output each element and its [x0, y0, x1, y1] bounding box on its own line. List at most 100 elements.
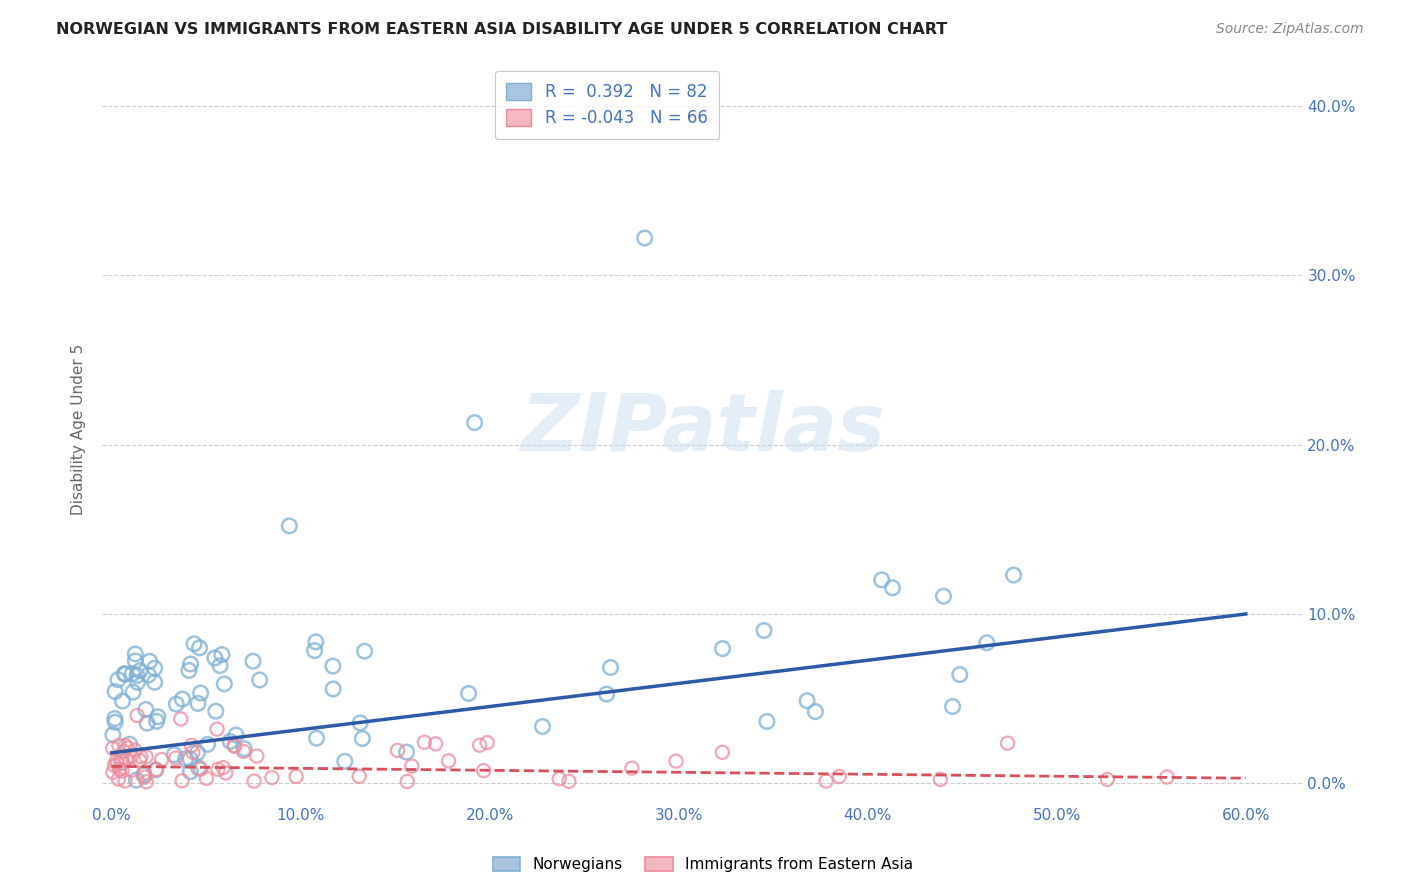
- Text: ZIPatlas: ZIPatlas: [520, 391, 884, 468]
- Point: [177, 664, 200, 678]
- Point: [353, 644, 375, 658]
- Point: [150, 752, 173, 766]
- Point: [108, 739, 131, 753]
- Point: [197, 737, 219, 751]
- Point: [225, 728, 247, 742]
- Point: [305, 635, 328, 649]
- Point: [114, 773, 136, 788]
- Point: [114, 667, 136, 681]
- Point: [165, 751, 187, 765]
- Point: [195, 772, 218, 786]
- Point: [122, 685, 145, 699]
- Point: [711, 745, 734, 759]
- Point: [124, 654, 146, 668]
- Point: [170, 712, 193, 726]
- Point: [242, 654, 264, 668]
- Point: [665, 754, 688, 768]
- Point: [932, 589, 955, 603]
- Point: [352, 731, 374, 746]
- Point: [138, 668, 160, 682]
- Point: [1156, 770, 1178, 784]
- Point: [186, 746, 208, 760]
- Point: [104, 684, 127, 698]
- Point: [475, 736, 498, 750]
- Point: [333, 754, 356, 768]
- Point: [468, 738, 491, 752]
- Point: [425, 737, 447, 751]
- Point: [127, 675, 149, 690]
- Point: [183, 637, 205, 651]
- Point: [124, 743, 146, 757]
- Point: [204, 651, 226, 665]
- Point: [401, 759, 423, 773]
- Point: [595, 687, 617, 701]
- Legend: Norwegians, Immigrants from Eastern Asia: Norwegians, Immigrants from Eastern Asia: [485, 849, 921, 880]
- Point: [188, 640, 211, 655]
- Point: [285, 770, 308, 784]
- Point: [804, 705, 827, 719]
- Point: [814, 774, 837, 789]
- Point: [180, 739, 202, 753]
- Point: [134, 770, 156, 784]
- Point: [548, 772, 571, 786]
- Point: [115, 753, 138, 767]
- Point: [104, 712, 127, 726]
- Y-axis label: Disability Age Under 5: Disability Age Under 5: [72, 343, 86, 515]
- Point: [387, 743, 409, 757]
- Point: [124, 647, 146, 661]
- Point: [224, 739, 246, 754]
- Point: [145, 763, 167, 777]
- Point: [634, 231, 657, 245]
- Point: [104, 715, 127, 730]
- Point: [163, 747, 186, 762]
- Point: [127, 708, 149, 723]
- Point: [395, 745, 418, 759]
- Point: [174, 752, 197, 766]
- Point: [190, 762, 212, 776]
- Point: [121, 763, 143, 777]
- Point: [278, 519, 301, 533]
- Point: [413, 735, 436, 749]
- Point: [215, 766, 238, 780]
- Point: [233, 741, 256, 756]
- Point: [179, 752, 201, 766]
- Point: [396, 774, 419, 789]
- Point: [212, 761, 235, 775]
- Point: [145, 714, 167, 729]
- Point: [870, 573, 893, 587]
- Point: [172, 773, 194, 788]
- Point: [214, 677, 236, 691]
- Point: [111, 764, 134, 778]
- Point: [531, 719, 554, 733]
- Point: [190, 686, 212, 700]
- Point: [997, 736, 1019, 750]
- Point: [205, 704, 228, 718]
- Point: [143, 675, 166, 690]
- Point: [107, 673, 129, 687]
- Text: Source: ZipAtlas.com: Source: ZipAtlas.com: [1216, 22, 1364, 37]
- Point: [112, 744, 135, 758]
- Point: [796, 694, 818, 708]
- Point: [129, 749, 152, 764]
- Point: [472, 764, 495, 778]
- Point: [125, 773, 148, 788]
- Point: [464, 416, 486, 430]
- Point: [232, 744, 254, 758]
- Point: [165, 697, 187, 711]
- Point: [207, 763, 229, 777]
- Point: [135, 749, 157, 764]
- Point: [121, 666, 143, 681]
- Point: [107, 756, 129, 771]
- Point: [209, 658, 232, 673]
- Point: [135, 774, 157, 789]
- Point: [942, 699, 965, 714]
- Point: [558, 774, 581, 789]
- Point: [322, 659, 344, 673]
- Point: [304, 643, 326, 657]
- Point: [711, 641, 734, 656]
- Point: [101, 765, 124, 780]
- Point: [117, 740, 139, 755]
- Point: [129, 664, 152, 678]
- Point: [882, 581, 904, 595]
- Point: [219, 734, 242, 748]
